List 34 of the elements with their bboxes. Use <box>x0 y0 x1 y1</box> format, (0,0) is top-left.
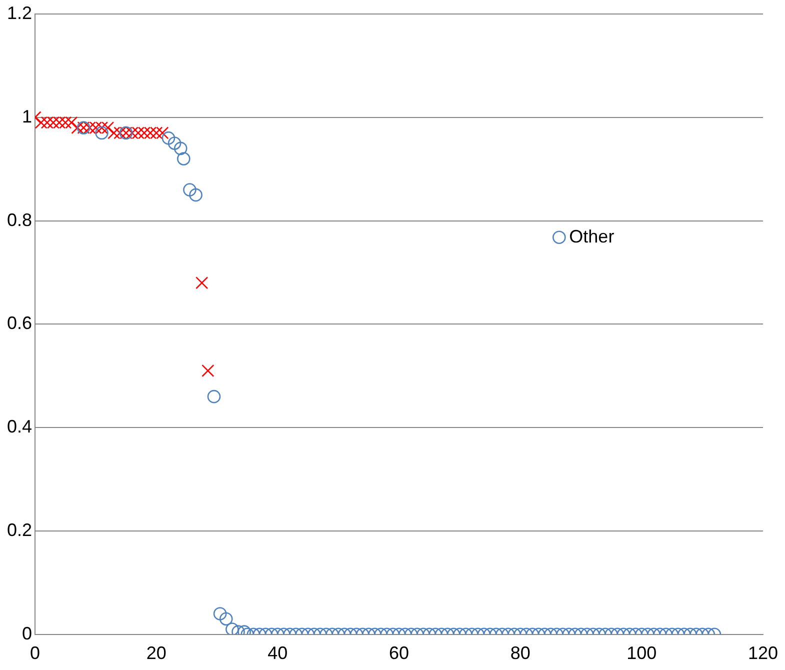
point <box>102 121 114 134</box>
point <box>138 126 151 140</box>
point <box>52 116 66 129</box>
point <box>202 364 214 378</box>
point <box>126 126 138 140</box>
point <box>83 121 96 134</box>
point <box>65 116 78 129</box>
x-tick-label: 60 <box>388 643 410 664</box>
point <box>132 126 144 140</box>
x-tick-label: 100 <box>626 643 657 664</box>
x-tick-label: 40 <box>268 643 288 664</box>
point <box>114 126 126 140</box>
x-tick-label: 120 <box>748 643 778 664</box>
y-tick-label: 0 <box>22 623 32 644</box>
point <box>144 126 157 140</box>
y-tick-label: 0.6 <box>6 313 32 334</box>
y-tick-label: 0.8 <box>6 210 32 230</box>
point <box>35 116 48 129</box>
y-tick-label: 1.2 <box>6 2 32 23</box>
point <box>71 121 84 134</box>
x-tick-label: 20 <box>146 643 166 664</box>
y-tick-label: 1 <box>22 106 32 126</box>
point <box>150 126 163 140</box>
point <box>89 121 102 134</box>
point <box>196 276 208 290</box>
y-tick-label: 0.2 <box>6 520 32 540</box>
point <box>40 116 54 129</box>
point <box>46 116 60 129</box>
legend-label: Other <box>569 226 614 246</box>
point <box>95 121 108 134</box>
y-tick-label: 0.4 <box>6 416 32 437</box>
point <box>59 116 72 129</box>
x-tick-label: 80 <box>510 643 530 664</box>
point <box>156 126 169 140</box>
